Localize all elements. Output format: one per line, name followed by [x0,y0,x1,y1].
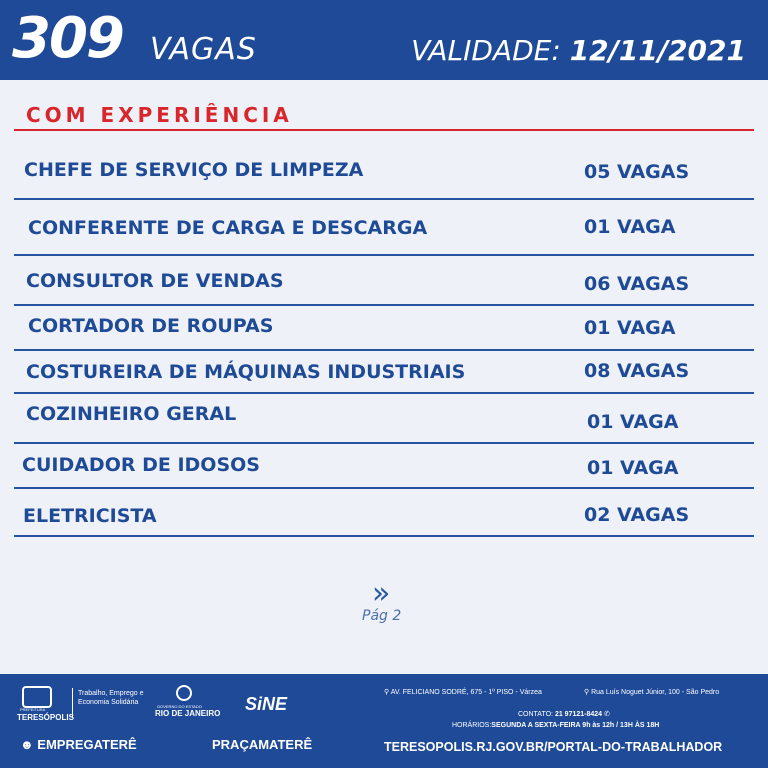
footer: PREFEITURA TERESÓPOLIS Trabalho, Emprego… [0,674,768,768]
teresopolis-crest-icon [22,686,52,708]
job-vacancies: 05 VAGAS [584,161,690,183]
hours-label: HORÁRIOS: [452,722,492,729]
address-1: ⚲ AV. FELICIANO SODRÉ, 675 - 1º PISO - V… [384,688,542,696]
secretaria-label: Trabalho, Emprego e Economia Solidária [78,690,144,706]
job-title: COZINHEIRO GERAL [26,403,237,425]
job-vacancies: 08 VAGAS [584,360,690,382]
job-row: CONFERENTE DE CARGA E DESCARGA 01 VAGA [14,200,754,256]
job-title: CHEFE DE SERVIÇO DE LIMPEZA [24,159,364,181]
logo-pracamatere: PRAÇAMATERÊ [212,737,313,752]
validity-date: 12/11/2021 [569,34,746,67]
contact-number: 21 97121-8424 [554,711,603,718]
job-row: CHEFE DE SERVIÇO DE LIMPEZA 05 VAGAS [14,155,754,200]
job-title: CONSULTOR DE VENDAS [26,270,284,292]
page-label: Pág 2 [362,608,402,624]
job-title: CUIDADOR DE IDOSOS [22,454,260,476]
logo-rj-small: GOVERNO DO ESTADO [157,704,202,709]
job-row: ELETRICISTA 02 VAGAS [14,489,754,537]
job-vacancies: 02 VAGAS [584,504,690,526]
header-banner: 309 VAGAS VALIDADE: 12/11/2021 [0,0,768,80]
section-divider [14,129,754,131]
job-title: ELETRICISTA [23,505,157,527]
logo-teresopolis: TERESÓPOLIS [17,713,74,722]
location-pin-icon: ⚲ [584,689,590,696]
logo-empregatere: ☻ EMPREGATERÊ [20,737,137,752]
logo-prefeitura-small: PREFEITURA [20,707,46,712]
vacancy-count-label: VAGAS [150,32,257,67]
job-vacancies: 01 VAGA [584,317,676,339]
address-1-text: AV. FELICIANO SODRÉ, 675 - 1º PISO - Vár… [390,689,542,696]
job-vacancies: 06 VAGAS [584,273,690,295]
job-row: COZINHEIRO GERAL 01 VAGA [14,394,754,444]
job-row: COSTUREIRA DE MÁQUINAS INDUSTRIAIS 08 VAG… [14,351,754,394]
website-link[interactable]: TERESOPOLIS.RJ.GOV.BR/PORTAL-DO-TRABALHA… [384,740,723,754]
location-pin-icon: ⚲ [384,689,390,696]
job-title: CONFERENTE DE CARGA E DESCARGA [28,217,428,239]
hours: HORÁRIOS:SEGUNDA A SEXTA-FEIRA 9h às 12h… [452,722,659,729]
validity-label: VALIDADE: [411,34,561,67]
validity: VALIDADE: 12/11/2021 [411,34,746,67]
logo-divider [72,688,73,718]
address-2: ⚲ Rua Luís Noguet Júnior, 100 - São Pedr… [584,688,719,696]
logo-sine: SiNE [245,694,288,714]
next-page-chevron-icon[interactable]: » [372,576,391,611]
contact-label: CONTATO: [518,711,553,718]
job-row: CORTADOR DE ROUPAS 01 VAGA [14,306,754,351]
logo-empregatere-text: EMPREGATERÊ [37,737,137,752]
section-title: COM EXPERIÊNCIA [26,103,293,127]
whatsapp-icon: ✆ [604,711,610,718]
vacancy-count: 309 [12,6,125,71]
rj-crest-icon [176,685,192,701]
job-vacancies: 01 VAGA [584,216,676,238]
hours-text: SEGUNDA A SEXTA-FEIRA 9h às 12h / 13H ÀS… [491,722,660,729]
job-vacancies: 01 VAGA [587,411,679,433]
job-vacancies: 01 VAGA [587,457,679,479]
job-row: CUIDADOR DE IDOSOS 01 VAGA [14,444,754,489]
contact: CONTATO: 21 97121-8424 ✆ [518,710,610,718]
logo-rio-de-janeiro: RIO DE JANEIRO [155,709,221,718]
job-title: CORTADOR DE ROUPAS [28,315,274,337]
address-2-text: Rua Luís Noguet Júnior, 100 - São Pedro [591,689,720,696]
job-title: COSTUREIRA DE MÁQUINAS INDUSTRIAIS [26,361,466,383]
job-row: CONSULTOR DE VENDAS 06 VAGAS [14,256,754,306]
